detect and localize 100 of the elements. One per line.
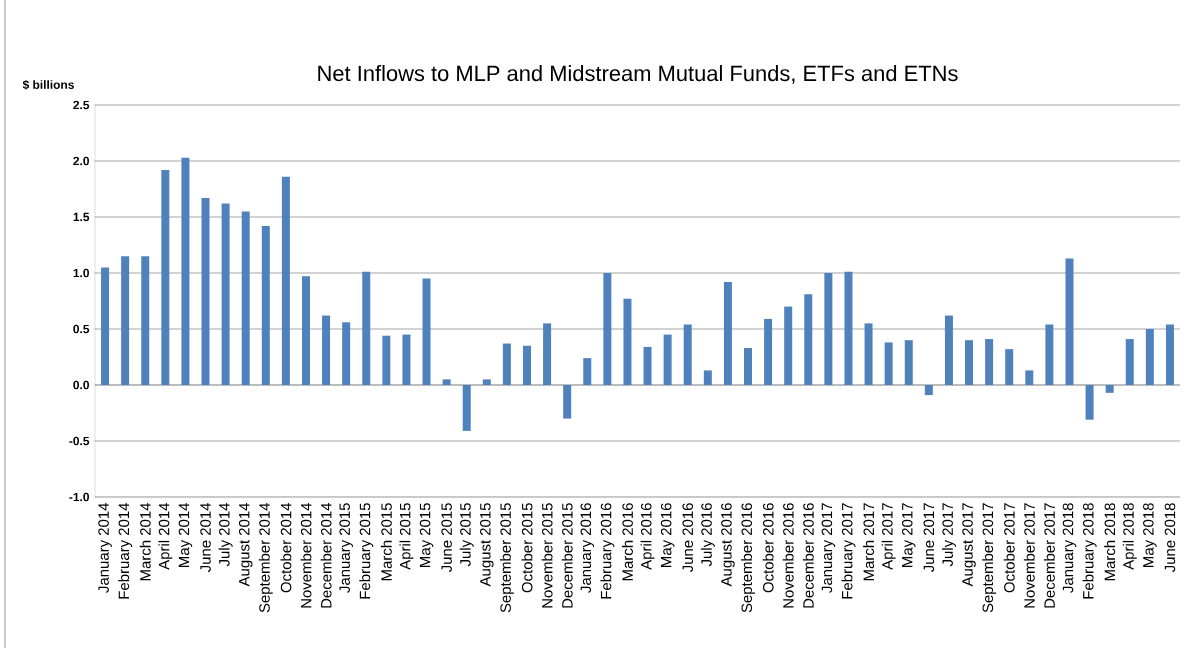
bar [1165, 324, 1174, 385]
bar [462, 384, 471, 431]
bar [121, 256, 130, 385]
x-tick-label: March 2014 [139, 502, 151, 581]
bar [301, 276, 310, 385]
y-axis-title: $ billions [22, 79, 74, 90]
bar [1125, 339, 1134, 385]
x-tick-label: December 2017 [1043, 503, 1055, 608]
bar [1005, 349, 1014, 385]
bar [543, 323, 552, 385]
x-tick-label: January 2014 [98, 502, 112, 593]
bar [583, 358, 592, 385]
bar [201, 197, 210, 385]
bar [884, 342, 893, 385]
x-tick-label: September 2015 [499, 503, 514, 613]
chart-title: Net Inflows to MLP and Midstream Mutual Funds, ETFs and ETNs [318, 65, 958, 84]
x-tick-label: January 2016 [580, 503, 595, 593]
bar [1085, 384, 1094, 420]
x-tick-label: October 2017 [1003, 503, 1015, 593]
x-tick-label: May 2015 [419, 503, 434, 567]
x-tick-label: December 2015 [561, 503, 573, 608]
bar [844, 271, 853, 385]
bar [744, 348, 753, 385]
bar [663, 334, 672, 385]
x-tick-label: May 2016 [660, 503, 675, 567]
x-tick-label: August 2015 [480, 503, 494, 587]
x-tick-label: August 2016 [721, 503, 735, 587]
bar [1045, 324, 1054, 385]
bar [221, 203, 230, 385]
x-tick-label: January 2017 [821, 503, 836, 593]
x-tick-label: February 2015 [359, 503, 374, 599]
y-tick-label: 1.5 [73, 212, 90, 222]
x-tick-label: December 2014 [320, 502, 332, 608]
x-tick-label: January 2015 [339, 503, 353, 593]
x-tick-label: June 2015 [441, 503, 452, 573]
x-tick-label: March 2018 [1104, 503, 1116, 581]
bar [603, 272, 612, 385]
x-tick-label: February 2018 [1082, 503, 1097, 599]
bar [482, 379, 491, 385]
x-tick-label: May 2017 [901, 503, 916, 567]
bar [804, 294, 813, 385]
bar [683, 324, 692, 385]
bar [241, 211, 250, 385]
x-tick-label: July 2016 [700, 503, 715, 567]
y-tick-label: -0.5 [69, 436, 90, 446]
bar [1025, 370, 1034, 385]
x-tick-label: May 2018 [1143, 503, 1157, 567]
x-tick-label: August 2017 [962, 503, 976, 587]
x-tick-label: February 2014 [118, 502, 133, 599]
x-tick-label: November 2016 [782, 503, 794, 608]
bar [161, 169, 170, 385]
x-tick-label: September 2017 [982, 503, 997, 613]
x-tick-label: November 2017 [1023, 503, 1035, 608]
x-tick-label: April 2018 [1122, 503, 1137, 570]
bar [784, 306, 793, 385]
x-tick-label: June 2018 [1164, 503, 1176, 573]
bar [281, 176, 290, 385]
x-tick-label: March 2016 [621, 503, 633, 581]
x-tick-label: September 2014 [258, 502, 273, 613]
x-tick-label: September 2016 [741, 503, 755, 613]
y-tick-label: -1.0 [69, 492, 89, 502]
bar [522, 345, 531, 385]
x-tick-label: June 2014 [200, 502, 211, 573]
bar [623, 298, 632, 385]
bar [101, 267, 110, 385]
bar [643, 346, 652, 385]
x-tick-label: August 2014 [238, 502, 253, 587]
y-tick-label: 2.5 [73, 100, 90, 110]
bar [723, 281, 732, 385]
x-tick-label: July 2017 [941, 503, 956, 567]
bar [442, 379, 451, 385]
x-tick-label: April 2016 [640, 503, 655, 570]
bar [382, 335, 391, 385]
x-tick-label: March 2015 [380, 503, 392, 581]
x-tick-label: April 2014 [158, 502, 173, 570]
bar [824, 272, 833, 385]
bar [864, 323, 873, 385]
bar [944, 315, 953, 385]
bar [362, 271, 371, 385]
x-tick-label: October 2014 [280, 502, 292, 593]
y-tick-label: 0.0 [73, 380, 89, 390]
x-tick-label: July 2015 [459, 503, 474, 567]
bar [261, 225, 270, 385]
y-tick-label: 1.0 [73, 268, 89, 278]
x-tick-label: February 2017 [841, 503, 856, 599]
bar [985, 339, 994, 385]
bar [342, 322, 351, 385]
bar [502, 343, 511, 385]
y-tick-label: 2.0 [73, 156, 89, 166]
x-tick-label: November 2015 [541, 503, 553, 608]
bar [904, 340, 913, 385]
x-tick-label: January 2018 [1062, 503, 1077, 593]
x-tick-label: April 2017 [881, 503, 896, 570]
x-tick-label: May 2014 [178, 502, 193, 567]
bar [1105, 384, 1114, 393]
bar [181, 157, 190, 385]
x-tick-label: February 2016 [600, 503, 615, 599]
x-tick-label: June 2016 [682, 503, 694, 573]
y-tick-label: 0.5 [73, 324, 90, 334]
x-tick-label: October 2016 [762, 503, 774, 593]
